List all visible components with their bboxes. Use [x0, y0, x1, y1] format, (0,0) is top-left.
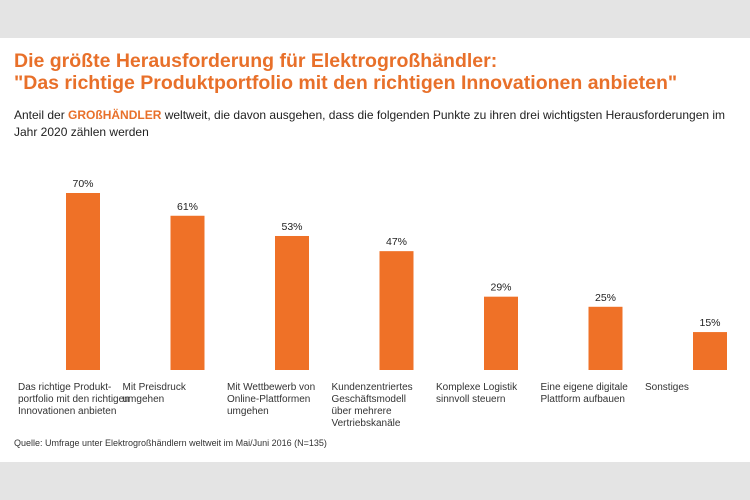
title-line-1: Die größte Herausforderung für Elektrogr… [14, 50, 498, 72]
bar-3 [275, 235, 309, 370]
category-label-7: Sonstiges [645, 382, 689, 393]
value-label-7: 15% [699, 317, 720, 329]
source-note: Quelle: Umfrage unter Elektrogroßhändler… [14, 438, 327, 448]
chart-title: Die größte Herausforderung für Elektrogr… [14, 50, 677, 94]
bar-2 [170, 215, 205, 370]
bar-7 [693, 332, 727, 370]
category-label-2: Mit Preisdruck umgehen [123, 382, 187, 405]
bar-chart: 70% Das richtige Produkt-portfolio mit de… [18, 178, 727, 429]
subtitle-pre: Anteil der [14, 108, 69, 122]
bar-1 [66, 193, 100, 370]
category-label-6: Eine eigene digitale Plattform aufbauen [541, 382, 629, 405]
subtitle-post: weltweit, die davon ausgehen, dass die f… [14, 108, 726, 139]
value-label-3: 53% [281, 221, 302, 233]
value-label-5: 29% [490, 282, 511, 294]
category-label-4: Kundenzentriertes Geschäftsmodell über meh… [332, 382, 413, 429]
value-label-6: 25% [595, 292, 616, 304]
bar-4 [379, 251, 414, 370]
value-label-1: 70% [72, 178, 93, 190]
value-label-4: 47% [386, 236, 407, 248]
chart-subtitle: Anteil der GROßHÄNDLER weltweit, die dav… [14, 107, 734, 141]
bar-6 [588, 306, 623, 370]
chart-card: Die größte Herausforderung für Elektrogr… [0, 38, 750, 462]
category-label-1: Das richtige Produkt-portfolio mit den r… [18, 382, 130, 417]
category-label-3: Mit Wettbewerb von Online-Plattformen umge… [227, 382, 315, 417]
bar-5 [484, 296, 518, 370]
value-label-2: 61% [177, 201, 198, 213]
category-label-5: Komplexe Logistik sinnvoll steuern [436, 382, 518, 405]
subtitle-highlight: GROßHÄNDLER [68, 108, 162, 122]
title-line-2: "Das richtige Produktportfolio mit den r… [14, 72, 678, 94]
